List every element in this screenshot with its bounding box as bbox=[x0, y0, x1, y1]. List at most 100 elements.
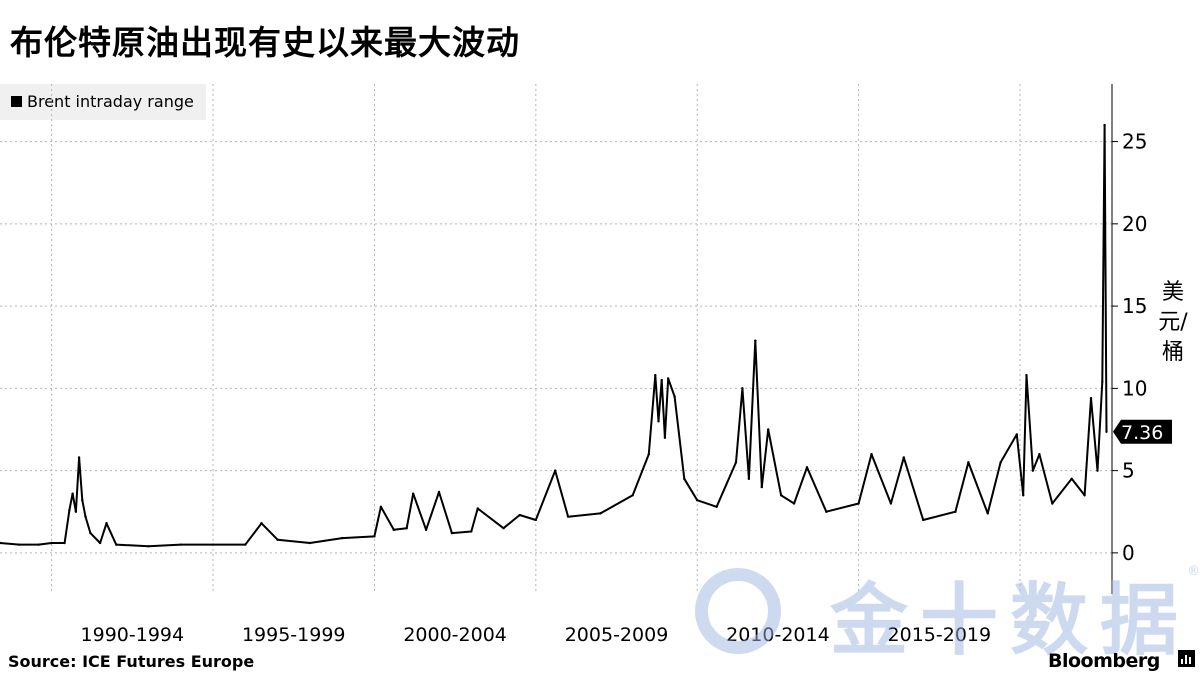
x-tick-label: 2005-2009 bbox=[565, 624, 669, 646]
series-line-brent-intraday-range bbox=[0, 124, 1108, 548]
data-point bbox=[986, 512, 989, 515]
data-point bbox=[1101, 380, 1104, 383]
data-point bbox=[308, 541, 312, 545]
data-point bbox=[260, 522, 263, 525]
data-point bbox=[179, 543, 182, 546]
data-point bbox=[18, 543, 21, 546]
data-point bbox=[392, 528, 395, 532]
data-point bbox=[857, 502, 860, 505]
data-point bbox=[84, 515, 87, 518]
data-point bbox=[666, 377, 670, 380]
data-point bbox=[663, 436, 667, 439]
x-tick-label: 1990-1994 bbox=[81, 624, 185, 646]
watermark-registered: ® bbox=[1187, 564, 1200, 579]
data-point bbox=[660, 378, 663, 382]
data-point bbox=[715, 505, 718, 509]
data-point bbox=[115, 543, 118, 546]
data-point bbox=[921, 518, 925, 522]
data-point bbox=[81, 499, 84, 502]
legend-swatch bbox=[11, 96, 22, 107]
data-point bbox=[902, 456, 906, 459]
data-point bbox=[767, 428, 770, 431]
data-point bbox=[1038, 452, 1041, 456]
data-point bbox=[68, 508, 71, 512]
data-point bbox=[1051, 502, 1054, 505]
data-point bbox=[779, 494, 783, 497]
data-point bbox=[870, 452, 873, 456]
data-point bbox=[534, 518, 538, 522]
data-point bbox=[741, 387, 744, 390]
data-point bbox=[792, 502, 796, 505]
data-point bbox=[470, 530, 473, 533]
data-point bbox=[1096, 469, 1099, 472]
data-point bbox=[211, 543, 215, 546]
data-point bbox=[654, 373, 657, 377]
y-tick-label: 25 bbox=[1122, 130, 1147, 154]
data-point bbox=[734, 461, 738, 464]
watermark: 金十数据 ® bbox=[695, 560, 1200, 670]
data-point bbox=[502, 526, 505, 530]
x-tick-label: 2000-2004 bbox=[403, 624, 507, 646]
data-point bbox=[747, 477, 751, 481]
data-point bbox=[825, 510, 828, 513]
data-point bbox=[74, 510, 78, 513]
legend: Brent intraday range bbox=[0, 84, 206, 120]
watermark-text: 金十数据 bbox=[830, 576, 1191, 666]
data-point bbox=[71, 492, 74, 495]
data-point bbox=[518, 513, 521, 517]
data-point bbox=[77, 456, 81, 459]
y-axis-unit-label: 美元/桶 bbox=[1158, 280, 1188, 365]
data-point bbox=[657, 420, 660, 423]
data-point bbox=[1103, 123, 1106, 127]
data-point bbox=[405, 526, 408, 530]
data-point bbox=[1070, 477, 1073, 481]
y-tick-label: 0 bbox=[1122, 541, 1135, 565]
data-point bbox=[50, 541, 53, 545]
x-tick-label: 2015-2019 bbox=[888, 624, 992, 646]
data-point bbox=[566, 515, 570, 518]
data-point bbox=[244, 543, 247, 546]
data-point bbox=[673, 395, 676, 398]
data-point bbox=[967, 461, 970, 464]
data-point bbox=[696, 499, 699, 502]
data-point bbox=[63, 541, 66, 545]
data-point bbox=[379, 505, 383, 509]
data-point bbox=[954, 510, 957, 513]
data-point bbox=[105, 522, 108, 525]
data-point bbox=[599, 512, 602, 515]
bloomberg-chart-icon bbox=[1178, 650, 1195, 667]
data-point bbox=[1083, 494, 1086, 497]
data-point bbox=[1025, 373, 1028, 377]
data-point bbox=[1031, 469, 1035, 472]
data-point bbox=[553, 469, 557, 472]
last-value-label: 7.36 bbox=[1121, 422, 1163, 444]
data-point bbox=[1089, 397, 1093, 400]
data-point bbox=[1015, 433, 1018, 436]
data-point bbox=[1105, 430, 1108, 433]
data-point bbox=[647, 452, 651, 456]
data-point bbox=[437, 490, 441, 494]
data-point bbox=[411, 492, 415, 495]
legend-label: Brent intraday range bbox=[27, 92, 194, 111]
x-tick-label: 1995-1999 bbox=[242, 624, 346, 646]
source-note: Source: ICE Futures Europe bbox=[8, 652, 255, 671]
data-point bbox=[805, 466, 809, 469]
data-point bbox=[631, 494, 634, 497]
y-tick-label: 10 bbox=[1122, 376, 1147, 400]
data-point bbox=[889, 502, 893, 505]
data-point bbox=[340, 536, 344, 540]
watermark-logo-icon bbox=[695, 568, 781, 654]
data-point bbox=[89, 531, 92, 535]
data-point bbox=[450, 531, 454, 535]
chart-title: 布伦特原油出现有史以来最大波动 bbox=[10, 23, 520, 62]
y-tick-label: 5 bbox=[1122, 459, 1135, 483]
data-point bbox=[147, 545, 150, 548]
data-point bbox=[424, 528, 428, 532]
brand-name: Bloomberg bbox=[1048, 650, 1160, 672]
last-value-badge bbox=[1113, 419, 1172, 444]
data-point bbox=[683, 477, 686, 481]
data-point bbox=[754, 339, 757, 342]
data-point bbox=[476, 507, 479, 510]
data-point bbox=[0, 541, 2, 545]
data-point bbox=[373, 535, 376, 538]
